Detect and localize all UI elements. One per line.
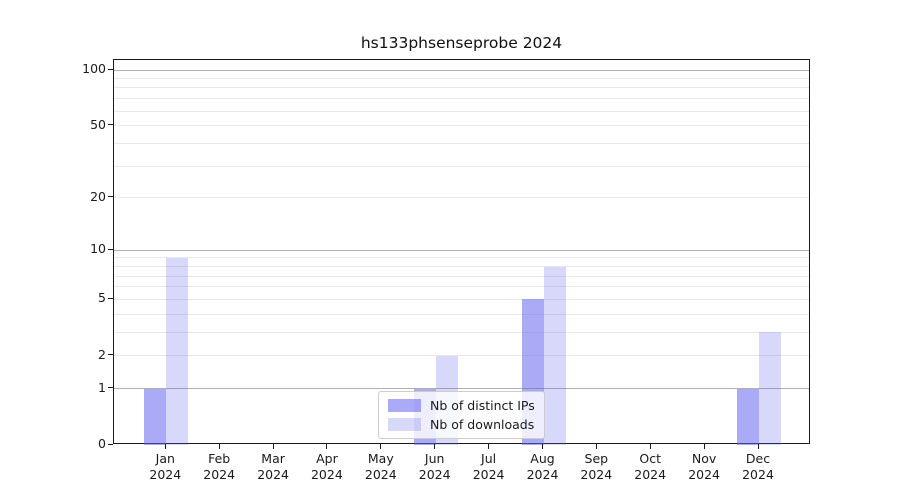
bar-distinct-ips-dec (737, 388, 759, 445)
major-gridline-1 (114, 388, 809, 390)
legend: Nb of distinct IPs Nb of downloads (378, 391, 545, 439)
plot-area: Nb of distinct IPs Nb of downloads (113, 59, 810, 445)
minor-gridline-60 (114, 110, 809, 112)
y-tick-label-1: 1 (98, 379, 106, 395)
y-tick-label-50: 50 (90, 116, 106, 132)
y-tick-mark-1 (108, 387, 113, 389)
y-tick-label-10: 10 (90, 241, 106, 257)
y-tick-mark-10 (108, 248, 113, 250)
y-tick-label-20: 20 (90, 188, 106, 204)
x-tick-mark-apr (326, 444, 328, 449)
x-tick-label-feb: Feb 2024 (203, 451, 236, 482)
chart-title: hs133phsenseprobe 2024 (360, 34, 563, 52)
x-tick-mark-jul (488, 444, 490, 449)
y-tick-mark-2 (108, 354, 113, 356)
legend-item-downloads: Nb of downloads (388, 417, 535, 432)
minor-gridline-6 (114, 286, 809, 288)
legend-swatch-downloads (388, 418, 421, 431)
y-tick-label-2: 2 (98, 346, 106, 362)
minor-gridline-40 (114, 142, 809, 144)
x-tick-mark-may (380, 444, 382, 449)
y-tick-label-0: 0 (98, 436, 106, 451)
minor-gridline-30 (114, 165, 809, 167)
minor-gridline-70 (114, 98, 809, 100)
bar-distinct-ips-jan (144, 388, 167, 445)
minor-gridline-7 (114, 275, 809, 277)
minor-gridline-20 (114, 197, 809, 199)
bar-downloads-jan (166, 257, 189, 445)
y-tick-label-5: 5 (98, 290, 106, 306)
minor-gridline-9 (114, 257, 809, 259)
legend-label-downloads: Nb of downloads (430, 417, 535, 432)
minor-gridline-5 (114, 298, 809, 300)
y-tick-mark-50 (108, 124, 113, 125)
x-tick-mark-jan (164, 444, 166, 449)
y-tick-mark-0 (108, 443, 113, 445)
x-tick-mark-dec (757, 444, 759, 449)
bar-downloads-aug (543, 266, 566, 445)
minor-gridline-3 (114, 331, 809, 333)
x-tick-label-aug: Aug 2024 (526, 451, 559, 482)
legend-item-distinct-ips: Nb of distinct IPs (388, 398, 535, 413)
major-gridline-100 (114, 69, 809, 71)
minor-gridline-8 (114, 266, 809, 267)
minor-gridline-4 (114, 313, 809, 315)
y-tick-label-100: 100 (82, 61, 106, 76)
x-tick-label-oct: Oct 2024 (634, 451, 667, 482)
x-tick-label-jun: Jun 2024 (418, 451, 451, 482)
x-tick-label-jul: Jul 2024 (472, 451, 505, 482)
major-gridline-10 (114, 249, 809, 251)
x-tick-label-may: May 2024 (364, 451, 397, 482)
x-tick-mark-jun (434, 444, 436, 449)
minor-gridline-90 (114, 78, 809, 79)
minor-gridline-80 (114, 87, 809, 89)
x-tick-mark-nov (703, 444, 705, 449)
x-tick-mark-aug (542, 444, 543, 449)
x-tick-label-jan: Jan 2024 (149, 451, 182, 482)
x-tick-label-apr: Apr 2024 (310, 451, 343, 482)
y-tick-mark-100 (108, 68, 113, 70)
y-tick-mark-20 (108, 196, 113, 198)
x-tick-label-dec: Dec 2024 (742, 451, 774, 482)
x-tick-mark-sep (595, 444, 597, 449)
x-tick-label-sep: Sep 2024 (580, 451, 613, 482)
x-tick-mark-oct (649, 444, 651, 449)
legend-label-distinct-ips: Nb of distinct IPs (430, 398, 535, 413)
y-tick-mark-5 (108, 297, 113, 299)
legend-swatch-distinct-ips (388, 399, 421, 412)
bar-downloads-dec (759, 332, 781, 445)
x-tick-label-nov: Nov 2024 (688, 451, 720, 482)
x-tick-mark-feb (218, 444, 220, 449)
minor-gridline-50 (114, 125, 809, 126)
x-tick-mark-mar (272, 444, 274, 449)
x-tick-label-mar: Mar 2024 (257, 451, 289, 482)
minor-gridline-2 (114, 355, 809, 357)
